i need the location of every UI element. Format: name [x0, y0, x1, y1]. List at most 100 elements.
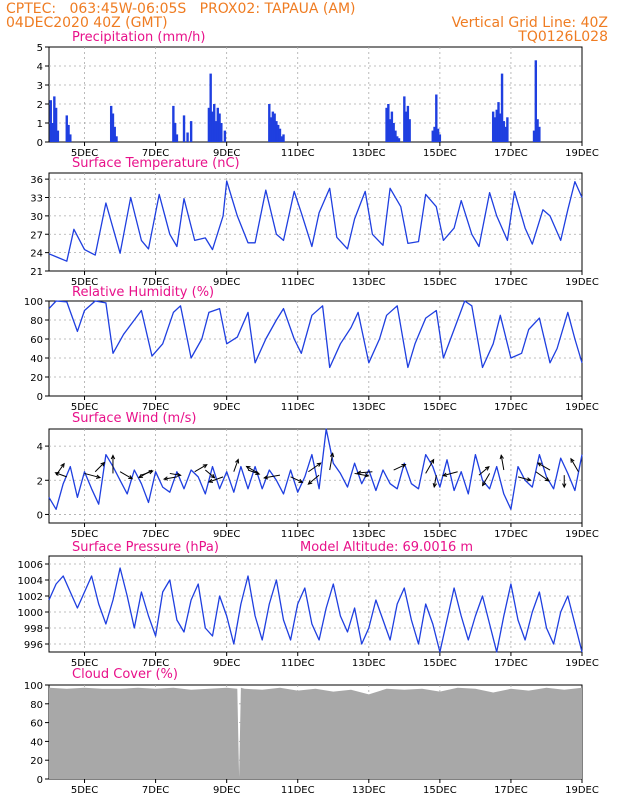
precip-ytick-label: 0 — [37, 138, 43, 149]
wind-arrow-head — [298, 478, 304, 483]
cloud-area — [49, 687, 582, 779]
precip-bar — [387, 104, 390, 142]
cloud-xtick-label: 17DEC — [494, 785, 528, 796]
pressure-ytick-label: 998 — [24, 624, 43, 635]
wind-xtick-label: 9DEC — [213, 529, 240, 540]
rh-frame — [48, 300, 583, 397]
precip-bar — [67, 124, 70, 142]
wind-arrow — [570, 458, 579, 472]
header-location: CPTEC: 063:45W-06:05S PROX02: TAPAUA (AM… — [6, 1, 356, 17]
rh-title: Relative Humidity (%) — [72, 285, 215, 300]
wind-arrow-head — [356, 470, 362, 475]
precip-bar — [282, 134, 285, 142]
precip-bar — [269, 117, 273, 142]
wind-arrow-head — [482, 481, 487, 487]
wind-arrow — [517, 476, 531, 481]
temp-xtick-label: 9DEC — [213, 277, 240, 288]
precip-bar — [216, 107, 219, 142]
temp-ytick-label: 27 — [30, 230, 43, 241]
wind-arrow-head — [401, 463, 407, 468]
precip-bar — [276, 124, 280, 142]
wind-arrow — [443, 471, 458, 477]
wind-arrow — [433, 475, 437, 488]
precip-ytick-label: 4 — [37, 62, 43, 73]
rh-ytick-label: 60 — [30, 335, 43, 346]
wind-arrow — [535, 471, 550, 482]
precip-xtick-label: 11DEC — [281, 148, 315, 159]
rh-xtick-label: 17DEC — [494, 402, 528, 413]
precip-bar — [175, 134, 179, 142]
precip-bar — [534, 60, 538, 142]
temp-xtick-label: 7DEC — [142, 277, 169, 288]
precip-bar — [182, 115, 186, 142]
rh-xtick-label: 15DEC — [423, 402, 457, 413]
cloud-ytick-label: 100 — [24, 681, 43, 692]
precip-bar — [218, 113, 221, 142]
precip-bar — [275, 121, 278, 142]
wind-arrow-head — [562, 483, 567, 489]
precip-bar — [504, 126, 507, 142]
temp-xtick-label: 15DEC — [423, 277, 457, 288]
wind-arrow-head — [235, 458, 240, 464]
precip-bar — [502, 121, 506, 142]
precip-bar — [532, 130, 536, 142]
wind-arrow-head — [100, 461, 106, 467]
cloud-xtick-label: 11DEC — [281, 785, 315, 796]
cloud-xtick-label: 5DEC — [71, 785, 98, 796]
temp-xtick-label: 11DEC — [281, 277, 315, 288]
precip-bar — [211, 111, 214, 142]
wind-arrow-head — [432, 482, 437, 489]
wind-xtick-label: 13DEC — [352, 529, 386, 540]
precip-xtick-label: 5DEC — [71, 148, 98, 159]
temp-xtick-label: 5DEC — [71, 277, 98, 288]
wind-arrow — [308, 462, 321, 473]
precip-xtick-label: 19DEC — [565, 148, 599, 159]
wind-arrow — [308, 474, 320, 485]
cloud-xtick-label: 13DEC — [352, 785, 386, 796]
rh-ytick-label: 100 — [24, 297, 43, 308]
cloud-title: Cloud Cover (%) — [72, 667, 178, 682]
precip-bar — [497, 102, 500, 142]
cloud-ytick-label: 80 — [30, 700, 43, 711]
header-grid-note: Vertical Grid Line: 40Z — [451, 15, 608, 31]
wind-arrow — [537, 462, 551, 471]
cloud-xtick-label: 19DEC — [565, 785, 599, 796]
pressure-ytick-label: 1004 — [18, 576, 43, 587]
wind-arrow-head — [54, 471, 60, 476]
precip-ytick-label: 2 — [37, 100, 43, 111]
wind-arrow — [264, 474, 281, 479]
cloud-ytick-label: 0 — [37, 775, 43, 786]
wind-arrow-head — [442, 472, 448, 477]
wind-xtick-label: 11DEC — [281, 529, 315, 540]
pressure-xtick-label: 5DEC — [71, 658, 98, 669]
wind-arrow — [119, 471, 133, 480]
precip-bar — [51, 123, 54, 142]
temp-frame — [48, 172, 583, 272]
precip-ytick-label: 1 — [37, 119, 43, 130]
precip-bar — [433, 126, 436, 142]
precip-bar — [213, 104, 216, 142]
wind-title: Surface Wind (m/s) — [72, 411, 197, 426]
precip-bar — [499, 113, 502, 142]
rh-ytick-label: 80 — [30, 316, 43, 327]
precip-bar — [54, 107, 58, 142]
precip-ytick-label: 3 — [37, 81, 43, 92]
pressure-xtick-label: 15DEC — [423, 658, 457, 669]
precip-bar — [506, 117, 509, 142]
precip-bar — [111, 113, 115, 142]
wind-arrow-head — [128, 475, 134, 480]
wind-xtick-label: 7DEC — [142, 529, 169, 540]
wind-arrow — [500, 455, 505, 471]
pressure-xtick-label: 11DEC — [281, 658, 315, 669]
wind-arrow — [425, 459, 435, 474]
wind-arrow-head — [430, 458, 435, 464]
rh-ytick-label: 0 — [37, 392, 43, 403]
wind-frame — [48, 428, 583, 524]
wind-arrow-head — [207, 478, 214, 483]
temp-ytick-label: 33 — [30, 194, 43, 205]
wind-arrow-head — [544, 477, 550, 482]
rh-xtick-label: 13DEC — [352, 402, 386, 413]
wind-arrow-head — [307, 480, 313, 485]
wind-ytick-label: 2 — [37, 476, 43, 487]
precip-bar — [278, 128, 282, 142]
